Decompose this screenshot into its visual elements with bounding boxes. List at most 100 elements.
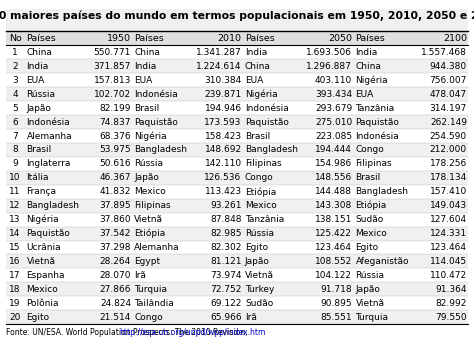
Bar [6, 240, 468, 254]
Text: 314.197: 314.197 [429, 104, 467, 113]
Text: 82.985: 82.985 [210, 229, 242, 238]
Text: 20: 20 [9, 313, 21, 322]
Text: Indonésia: Indonésia [27, 118, 70, 127]
Text: 91.364: 91.364 [436, 285, 467, 294]
Text: India: India [245, 48, 267, 57]
Text: Espanha: Espanha [27, 271, 65, 280]
Text: 14: 14 [9, 229, 21, 238]
Text: Turquia: Turquia [356, 313, 389, 322]
Text: 9: 9 [12, 159, 18, 168]
Bar [6, 31, 468, 45]
Bar [6, 185, 468, 199]
Text: 2050: 2050 [328, 34, 352, 43]
Bar [6, 143, 468, 157]
Text: 11: 11 [9, 187, 21, 196]
Text: Paquistão: Paquistão [134, 118, 178, 127]
Text: 12: 12 [9, 201, 21, 210]
Text: Irã: Irã [245, 313, 257, 322]
Text: 21.514: 21.514 [100, 313, 131, 322]
Text: 393.434: 393.434 [315, 90, 352, 99]
Bar [6, 254, 468, 268]
Text: 178.256: 178.256 [429, 159, 467, 168]
Text: 82.992: 82.992 [436, 299, 467, 308]
Text: 478.047: 478.047 [430, 90, 467, 99]
Text: Rússia: Rússia [134, 159, 164, 168]
Text: 125.422: 125.422 [315, 229, 352, 238]
Bar [6, 129, 468, 143]
Text: 124.331: 124.331 [430, 229, 467, 238]
Text: Rússia: Rússia [245, 229, 274, 238]
Text: Nigéria: Nigéria [356, 76, 388, 85]
Text: Etiópia: Etiópia [245, 187, 276, 197]
Text: 69.122: 69.122 [210, 299, 242, 308]
Text: EUA: EUA [27, 76, 45, 85]
Text: 16: 16 [9, 257, 21, 266]
Text: 158.423: 158.423 [204, 132, 242, 141]
Text: India: India [134, 62, 156, 71]
Text: Vietnã: Vietnã [27, 257, 55, 266]
Text: 15: 15 [9, 243, 21, 252]
Text: EUA: EUA [245, 76, 263, 85]
Text: 1.224.614: 1.224.614 [196, 62, 242, 71]
Text: 254.590: 254.590 [430, 132, 467, 141]
Text: Congo: Congo [356, 145, 384, 155]
Text: 113.423: 113.423 [204, 187, 242, 196]
Text: 41.832: 41.832 [100, 187, 131, 196]
Bar [6, 157, 468, 171]
Text: Sudão: Sudão [356, 215, 384, 224]
Text: EUA: EUA [356, 90, 374, 99]
Text: Mexico: Mexico [134, 187, 166, 196]
Text: Paquistão: Paquistão [27, 229, 70, 238]
Text: Filipinas: Filipinas [134, 201, 171, 210]
Text: 110.472: 110.472 [430, 271, 467, 280]
Text: 223.085: 223.085 [315, 132, 352, 141]
Text: Ucrânia: Ucrânia [27, 243, 61, 252]
Text: 37.860: 37.860 [100, 215, 131, 224]
Text: 275.010: 275.010 [315, 118, 352, 127]
Text: 142.110: 142.110 [204, 159, 242, 168]
Text: Países: Países [27, 34, 56, 43]
Text: 262.149: 262.149 [430, 118, 467, 127]
Text: Japão: Japão [134, 173, 159, 182]
Text: Congo: Congo [245, 173, 273, 182]
Text: China: China [27, 48, 52, 57]
Text: 2: 2 [12, 62, 18, 71]
Text: 73.974: 73.974 [210, 271, 242, 280]
Text: Países: Países [356, 34, 385, 43]
Text: 148.692: 148.692 [204, 145, 242, 155]
Text: 74.837: 74.837 [100, 118, 131, 127]
Text: Alemanha: Alemanha [134, 243, 180, 252]
Bar [6, 60, 468, 73]
Bar [6, 9, 468, 31]
Text: Egito: Egito [27, 313, 50, 322]
Text: Nigéria: Nigéria [134, 131, 167, 141]
Text: 154.986: 154.986 [315, 159, 352, 168]
Text: 157.813: 157.813 [94, 76, 131, 85]
Text: Japão: Japão [27, 104, 51, 113]
Text: Egito: Egito [245, 243, 268, 252]
Text: 19: 19 [9, 299, 21, 308]
Text: 144.488: 144.488 [315, 187, 352, 196]
Text: Países: Países [134, 34, 164, 43]
Text: EUA: EUA [134, 76, 153, 85]
Text: India: India [27, 62, 49, 71]
Text: Bangladesh: Bangladesh [245, 145, 298, 155]
Text: Irã: Irã [134, 271, 146, 280]
Text: 944.380: 944.380 [430, 62, 467, 71]
Text: 13: 13 [9, 215, 21, 224]
Text: Brasil: Brasil [134, 104, 160, 113]
Bar [6, 282, 468, 296]
Text: Paquistão: Paquistão [245, 118, 289, 127]
Text: Turquia: Turquia [134, 285, 167, 294]
Text: 85.551: 85.551 [320, 313, 352, 322]
Text: Vietnã: Vietnã [134, 215, 164, 224]
Bar [6, 101, 468, 115]
Text: 1.341.287: 1.341.287 [196, 48, 242, 57]
Bar [6, 213, 468, 227]
Text: Rússia: Rússia [356, 271, 384, 280]
Bar [6, 73, 468, 87]
Text: 90.895: 90.895 [320, 299, 352, 308]
Text: Vietnã: Vietnã [245, 271, 274, 280]
Text: Mexico: Mexico [245, 201, 277, 210]
Bar [6, 87, 468, 101]
